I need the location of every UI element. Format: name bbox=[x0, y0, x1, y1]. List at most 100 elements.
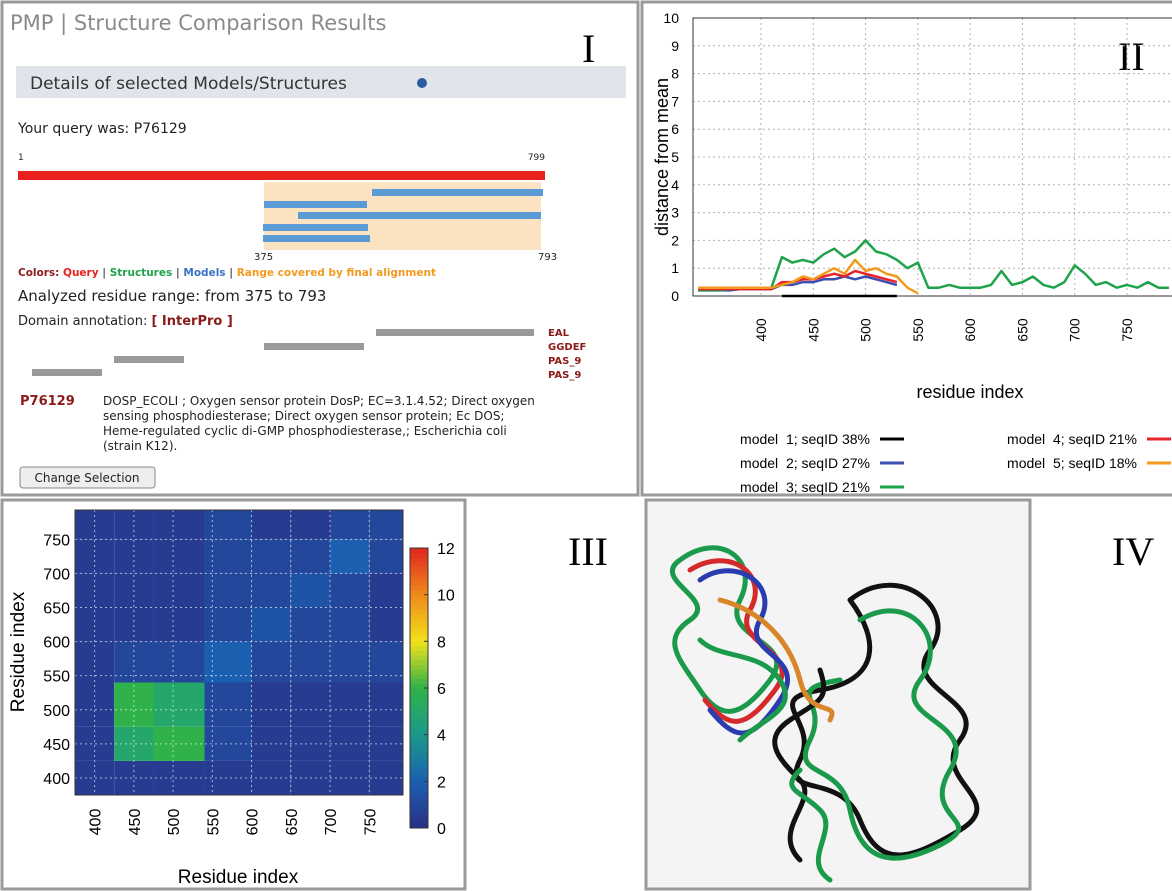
heatmap-cell bbox=[369, 539, 403, 573]
model-bar bbox=[264, 201, 367, 208]
heatmap-cell bbox=[252, 642, 291, 683]
colorbar-swatch bbox=[410, 679, 428, 684]
domain-label: Domain annotation: bbox=[18, 314, 147, 329]
colorbar-swatch bbox=[410, 739, 428, 744]
colorbar-swatch bbox=[410, 557, 428, 562]
colorbar-swatch bbox=[410, 567, 428, 572]
colorbar-swatch bbox=[410, 795, 428, 800]
colorbar-swatch bbox=[410, 604, 428, 609]
heatmap-cell bbox=[330, 510, 369, 539]
x-tick-label: 750 bbox=[1119, 318, 1135, 342]
heatmap-cell bbox=[291, 642, 330, 683]
colorbar-label: 4 bbox=[437, 728, 446, 745]
panel-label: III bbox=[568, 529, 608, 574]
colorbar-label: 8 bbox=[437, 634, 446, 651]
heatmap-cell bbox=[153, 683, 204, 727]
info-icon[interactable] bbox=[417, 78, 427, 88]
legend-label: model 2; seqID 27% bbox=[740, 455, 870, 471]
heatmap-cell bbox=[291, 539, 330, 573]
colorbar-swatch bbox=[410, 627, 428, 632]
colorbar-swatch bbox=[410, 763, 428, 768]
separator: | bbox=[229, 267, 233, 279]
colorbar-swatch bbox=[410, 669, 428, 674]
entry-description: DOSP_ECOLI ; Oxygen sensor protein DosP;… bbox=[103, 394, 535, 408]
colorbar-swatch bbox=[410, 725, 428, 730]
colorbar-label: 6 bbox=[437, 681, 446, 698]
heatmap-cell bbox=[204, 539, 251, 573]
panel-label: I bbox=[582, 26, 595, 71]
legend-query: Query bbox=[63, 267, 99, 279]
y-tick-label: 650 bbox=[43, 601, 70, 618]
panel-border bbox=[642, 2, 1172, 495]
separator: | bbox=[102, 267, 106, 279]
heatmap-cell bbox=[204, 642, 251, 683]
colorbar-swatch bbox=[410, 548, 428, 553]
heatmap-cell bbox=[204, 573, 251, 607]
domain-bar bbox=[114, 356, 184, 363]
colorbar-swatch bbox=[410, 693, 428, 698]
heatmap-cell bbox=[330, 573, 369, 607]
legend-structures: Structures bbox=[110, 267, 173, 279]
separator: | bbox=[176, 267, 180, 279]
colorbar-swatch bbox=[410, 618, 428, 623]
colorbar-swatch bbox=[410, 613, 428, 618]
entry-id[interactable]: P76129 bbox=[20, 394, 75, 409]
colorbar-swatch bbox=[410, 665, 428, 670]
colorbar-swatch bbox=[410, 753, 428, 758]
panel-label: II bbox=[1118, 34, 1145, 79]
legend-label: model 4; seqID 21% bbox=[1007, 431, 1137, 447]
colorbar-swatch bbox=[410, 758, 428, 763]
legend-label: model 1; seqID 38% bbox=[740, 431, 870, 447]
figure: PMP | Structure Comparison Results I Det… bbox=[0, 0, 1172, 891]
colorbar-swatch bbox=[410, 576, 428, 581]
x-tick-label: 550 bbox=[205, 809, 222, 836]
colorbar-swatch bbox=[410, 595, 428, 600]
entry-description: (strain K12). bbox=[103, 439, 177, 453]
y-tick-label: 2 bbox=[671, 232, 679, 248]
y-axis-title: distance from mean bbox=[652, 78, 672, 236]
colorbar-swatch bbox=[410, 749, 428, 754]
colorbar-swatch bbox=[410, 697, 428, 702]
colorbar-swatch bbox=[410, 660, 428, 665]
heatmap-cell bbox=[252, 539, 291, 573]
colorbar-swatch bbox=[410, 711, 428, 716]
colorbar-swatch bbox=[410, 646, 428, 651]
x-tick-label: 450 bbox=[805, 318, 821, 342]
x-tick-label: 550 bbox=[910, 318, 926, 342]
colorbar-swatch bbox=[410, 781, 428, 786]
colorbar-swatch bbox=[410, 767, 428, 772]
colorbar-swatch bbox=[410, 721, 428, 726]
panel-two: II residue index distance from mean 0123… bbox=[642, 2, 1172, 495]
legend-label: model 3; seqID 21% bbox=[740, 479, 870, 495]
colorbar-swatch bbox=[410, 791, 428, 796]
colorbar-label: 0 bbox=[437, 821, 446, 838]
model-bar bbox=[263, 224, 368, 231]
colorbar-label: 2 bbox=[437, 774, 446, 791]
domain-name[interactable]: PAS_9 bbox=[548, 370, 581, 381]
y-tick-label: 400 bbox=[43, 771, 70, 788]
interpro-link[interactable]: [ InterPro ] bbox=[151, 314, 232, 329]
y-tick-label: 4 bbox=[671, 177, 679, 193]
heatmap-cell bbox=[369, 510, 403, 539]
x-tick-label: 450 bbox=[127, 809, 144, 836]
model-bar bbox=[372, 189, 543, 196]
analyzed-range: Analyzed residue range: from 375 to 793 bbox=[18, 287, 326, 305]
domain-name[interactable]: GGDEF bbox=[548, 342, 586, 353]
y-tick-label: 500 bbox=[43, 703, 70, 720]
colorbar-swatch bbox=[410, 800, 428, 805]
domain-name[interactable]: EAL bbox=[548, 328, 570, 339]
heatmap-cell bbox=[204, 510, 251, 539]
legend-range: Range covered by final alignment bbox=[237, 267, 436, 279]
domain-name[interactable]: PAS_9 bbox=[548, 356, 581, 367]
heatmap-cell bbox=[291, 573, 330, 607]
colorbar-swatch bbox=[410, 707, 428, 712]
heatmap-cell bbox=[330, 683, 369, 727]
panel-one: PMP | Structure Comparison Results I Det… bbox=[2, 2, 638, 495]
colorbar-label: 10 bbox=[437, 588, 455, 605]
heatmap-cell bbox=[204, 683, 251, 727]
button-label[interactable]: Change Selection bbox=[34, 471, 139, 485]
colorbar-swatch bbox=[410, 571, 428, 576]
domain-bar bbox=[264, 343, 364, 350]
heatmap-cell bbox=[252, 608, 291, 642]
